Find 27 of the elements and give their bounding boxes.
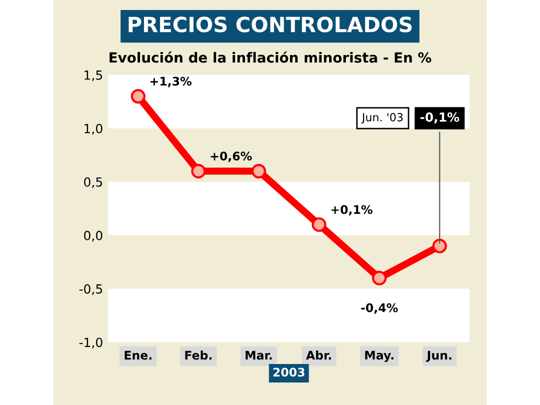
y-tick-label: -0,5 [79, 284, 102, 295]
data-label: +0,6% [210, 152, 252, 162]
y-tick-label: 0,0 [84, 230, 102, 242]
point [130, 89, 146, 104]
y-tick-label: 1,5 [84, 70, 102, 82]
y-tick-label: 0,5 [84, 177, 102, 188]
point [191, 164, 206, 178]
data-label: +0,1% [331, 205, 372, 216]
y-tick-label: 1,0 [84, 124, 102, 135]
x-tick-label: Abr. [306, 350, 331, 360]
chart-title: PRECIOS CONTROLADOS [128, 16, 412, 32]
point [312, 217, 326, 232]
data-label: -0,1% [420, 112, 460, 124]
data-label: -0,4% [361, 303, 398, 314]
x-tick-label: Feb. [185, 350, 212, 360]
data-label: +1,3% [150, 76, 192, 88]
x-tick-label: Jun. [426, 350, 452, 362]
point [372, 270, 387, 286]
x-tick-label: May. [365, 350, 394, 362]
x-tick-label: Mar. [246, 350, 272, 360]
annotation: Jun. '03 [361, 113, 403, 124]
chart-subtitle: Evolución de la inflación minorista - En % [110, 51, 432, 63]
point [432, 238, 447, 254]
x-tick-label: Ene. [124, 350, 152, 360]
x-axis-title: 2003 [273, 368, 304, 377]
y-tick-label: -1,0 [79, 338, 102, 348]
point [251, 164, 266, 178]
